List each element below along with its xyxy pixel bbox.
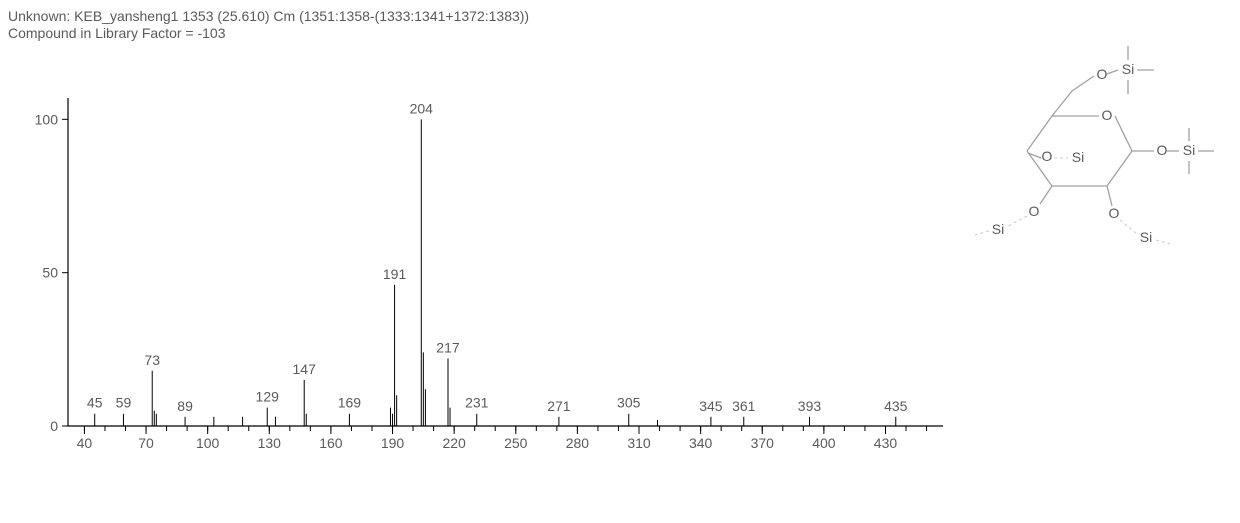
si-br: Si xyxy=(1140,229,1152,245)
svg-text:345: 345 xyxy=(699,397,723,413)
svg-text:40: 40 xyxy=(77,435,93,451)
o-right: O xyxy=(1157,142,1168,158)
o-br: O xyxy=(1109,205,1120,221)
svg-text:169: 169 xyxy=(338,394,362,410)
svg-text:190: 190 xyxy=(381,435,405,451)
svg-text:280: 280 xyxy=(566,435,590,451)
svg-text:305: 305 xyxy=(617,394,641,410)
svg-text:160: 160 xyxy=(319,435,343,451)
svg-text:0: 0 xyxy=(50,418,58,434)
svg-text:129: 129 xyxy=(256,388,280,404)
header-line-1: Unknown: KEB_yansheng1 1353 (25.610) Cm … xyxy=(8,8,1232,25)
svg-text:204: 204 xyxy=(410,100,434,116)
structure-diagram: O O Si O Si O Si O xyxy=(942,36,1222,276)
svg-text:50: 50 xyxy=(42,264,58,280)
si-center: Si xyxy=(1072,149,1084,165)
svg-text:400: 400 xyxy=(812,435,836,451)
svg-text:59: 59 xyxy=(116,394,132,410)
svg-text:89: 89 xyxy=(177,397,193,413)
svg-text:310: 310 xyxy=(627,435,651,451)
svg-text:250: 250 xyxy=(504,435,528,451)
ring-o: O xyxy=(1102,107,1113,123)
svg-text:340: 340 xyxy=(689,435,713,451)
svg-text:73: 73 xyxy=(144,351,160,367)
svg-text:220: 220 xyxy=(442,435,466,451)
o-bl: O xyxy=(1029,203,1040,219)
svg-text:370: 370 xyxy=(751,435,775,451)
svg-text:393: 393 xyxy=(798,397,822,413)
svg-text:70: 70 xyxy=(138,435,154,451)
spectrum-chart: 0 50 100 40 70 100 130 160 190 220 250 280 310 340 370… xyxy=(8,56,1232,456)
svg-text:130: 130 xyxy=(258,435,282,451)
svg-text:100: 100 xyxy=(196,435,220,451)
si-bl: Si xyxy=(992,221,1004,237)
svg-text:100: 100 xyxy=(35,111,59,127)
svg-text:430: 430 xyxy=(874,435,898,451)
svg-text:231: 231 xyxy=(465,394,489,410)
svg-text:271: 271 xyxy=(547,397,571,413)
o-left: O xyxy=(1042,148,1053,164)
svg-text:217: 217 xyxy=(436,339,460,355)
spectrum-svg: 0 50 100 40 70 100 130 160 190 220 250 280 310 340 370… xyxy=(8,56,948,456)
svg-text:147: 147 xyxy=(293,361,317,377)
structure-svg: O O Si O Si O Si O xyxy=(942,36,1222,276)
svg-text:45: 45 xyxy=(87,394,103,410)
si-top: Si xyxy=(1122,61,1134,77)
svg-text:435: 435 xyxy=(884,397,908,413)
si-right: Si xyxy=(1183,142,1195,158)
svg-text:361: 361 xyxy=(732,397,756,413)
o-top: O xyxy=(1097,66,1108,82)
svg-text:191: 191 xyxy=(383,266,407,282)
